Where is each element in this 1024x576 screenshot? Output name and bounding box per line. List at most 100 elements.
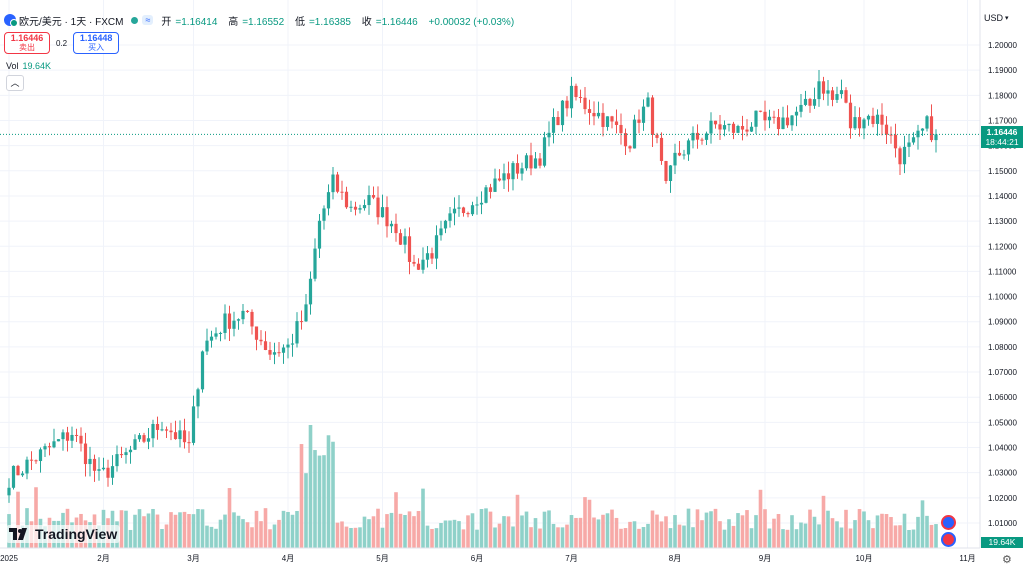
price-tick-label: 1.15000: [988, 167, 1017, 176]
volume-bar: [299, 444, 304, 548]
volume-bar: [889, 517, 893, 548]
candle-body: [470, 205, 475, 215]
volume-bar: [502, 516, 506, 548]
volume-bar: [587, 499, 592, 548]
volume-bar: [295, 510, 299, 548]
candle-body: [596, 112, 601, 117]
candle-body: [457, 207, 461, 209]
volume-bar: [826, 510, 830, 548]
volume-bar: [691, 527, 695, 548]
candle-body: [704, 133, 709, 140]
volume-bar: [367, 519, 371, 548]
volume-label: Vol: [6, 61, 19, 71]
candle-body: [227, 313, 232, 329]
volume-bar: [776, 514, 781, 548]
candle-body: [218, 332, 223, 334]
candle-body: [862, 119, 866, 129]
time-tick-label: 5月: [376, 554, 388, 563]
us-event-icon[interactable]: [941, 532, 956, 547]
candle-body: [358, 208, 362, 210]
volume-bar: [767, 528, 772, 548]
candle-body: [911, 137, 916, 143]
candle-body: [29, 459, 34, 461]
price-tick-label: 1.07000: [988, 368, 1017, 377]
price-tick-label: 1.17000: [988, 116, 1017, 125]
volume-bar: [250, 527, 254, 548]
candle-body: [727, 123, 731, 126]
candle-body: [88, 458, 92, 465]
candle-body: [547, 132, 551, 138]
candle-body: [844, 90, 848, 103]
volume-bar: [232, 512, 236, 548]
candle-body: [434, 235, 439, 259]
volume-bars: [7, 424, 938, 548]
volume-bar: [142, 516, 146, 548]
symbol-info[interactable]: 欧元/美元 · 1天 · FXCM: [4, 13, 123, 28]
volume-bar: [272, 524, 277, 548]
volume-bar: [763, 509, 767, 548]
volume-bar: [875, 515, 880, 548]
candle-body: [907, 142, 911, 147]
candle-body: [898, 148, 902, 165]
volume-bar: [335, 522, 340, 548]
open-value: =1.16414: [175, 16, 218, 28]
legend-header: 欧元/美元 · 1天 · FXCM ≈ 开 =1.16414 高 =1.16552 …: [4, 12, 518, 28]
eu-event-icon[interactable]: [941, 515, 956, 530]
symbol-title[interactable]: 欧元/美元 · 1天 · FXCM: [19, 16, 124, 28]
candle-body: [529, 155, 533, 169]
compare-button[interactable]: ≈: [142, 15, 154, 25]
candle-body: [308, 278, 313, 305]
tradingview-logo-icon: [9, 528, 27, 540]
volume-bar: [817, 524, 821, 548]
volume-bar: [443, 520, 448, 548]
volume-bar: [385, 514, 389, 548]
buy-button[interactable]: 1.16448 买入: [73, 32, 120, 54]
volume-bar: [196, 508, 200, 548]
sell-button[interactable]: 1.16446 卖出: [4, 32, 50, 54]
candle-body: [574, 85, 578, 98]
currency-selector[interactable]: USD ▾: [984, 13, 1009, 23]
volume-legend[interactable]: Vol 19.64K: [6, 61, 51, 71]
candle-body: [322, 208, 326, 221]
chevron-up-icon[interactable]: ︿: [6, 75, 24, 91]
volume-bar: [290, 514, 295, 548]
candle-body: [745, 129, 749, 132]
candle-body: [412, 261, 416, 264]
candle-body: [583, 97, 587, 110]
volume-bar: [812, 516, 817, 548]
volume-bar: [353, 527, 358, 548]
volume-bar: [380, 527, 385, 548]
volume-bar: [191, 514, 196, 548]
volume-bar: [677, 524, 682, 548]
candle-body: [146, 438, 151, 442]
market-status-icon[interactable]: [131, 16, 139, 24]
volume-tag: 19.64K: [981, 537, 1023, 548]
volume-bar: [308, 424, 313, 548]
gear-icon[interactable]: ⚙: [1002, 554, 1012, 566]
volume-bar: [551, 523, 556, 548]
volume-bar: [902, 513, 907, 548]
volume-bar: [461, 529, 466, 548]
price-tick-label: 1.12000: [988, 242, 1017, 251]
price-tick-label: 1.10000: [988, 293, 1017, 302]
candle-body: [371, 195, 376, 198]
volume-bar: [731, 525, 736, 548]
candle-body: [38, 449, 43, 462]
volume-bar: [313, 450, 317, 548]
candle-body: [614, 121, 619, 125]
volume-bar: [524, 511, 529, 548]
candle-body: [164, 429, 169, 431]
volume-bar: [637, 528, 641, 548]
tradingview-logo[interactable]: TradingView: [6, 525, 121, 543]
candle-body: [592, 112, 596, 117]
volume-bar: [227, 488, 232, 548]
candle-body: [259, 339, 263, 342]
candle-body: [556, 117, 560, 126]
volume-bar: [920, 500, 925, 548]
candle-body: [767, 116, 772, 121]
candle-body: [839, 90, 844, 95]
price-tick-label: 1.18000: [988, 91, 1017, 100]
volume-bar: [664, 516, 668, 548]
candle-body: [92, 458, 97, 471]
